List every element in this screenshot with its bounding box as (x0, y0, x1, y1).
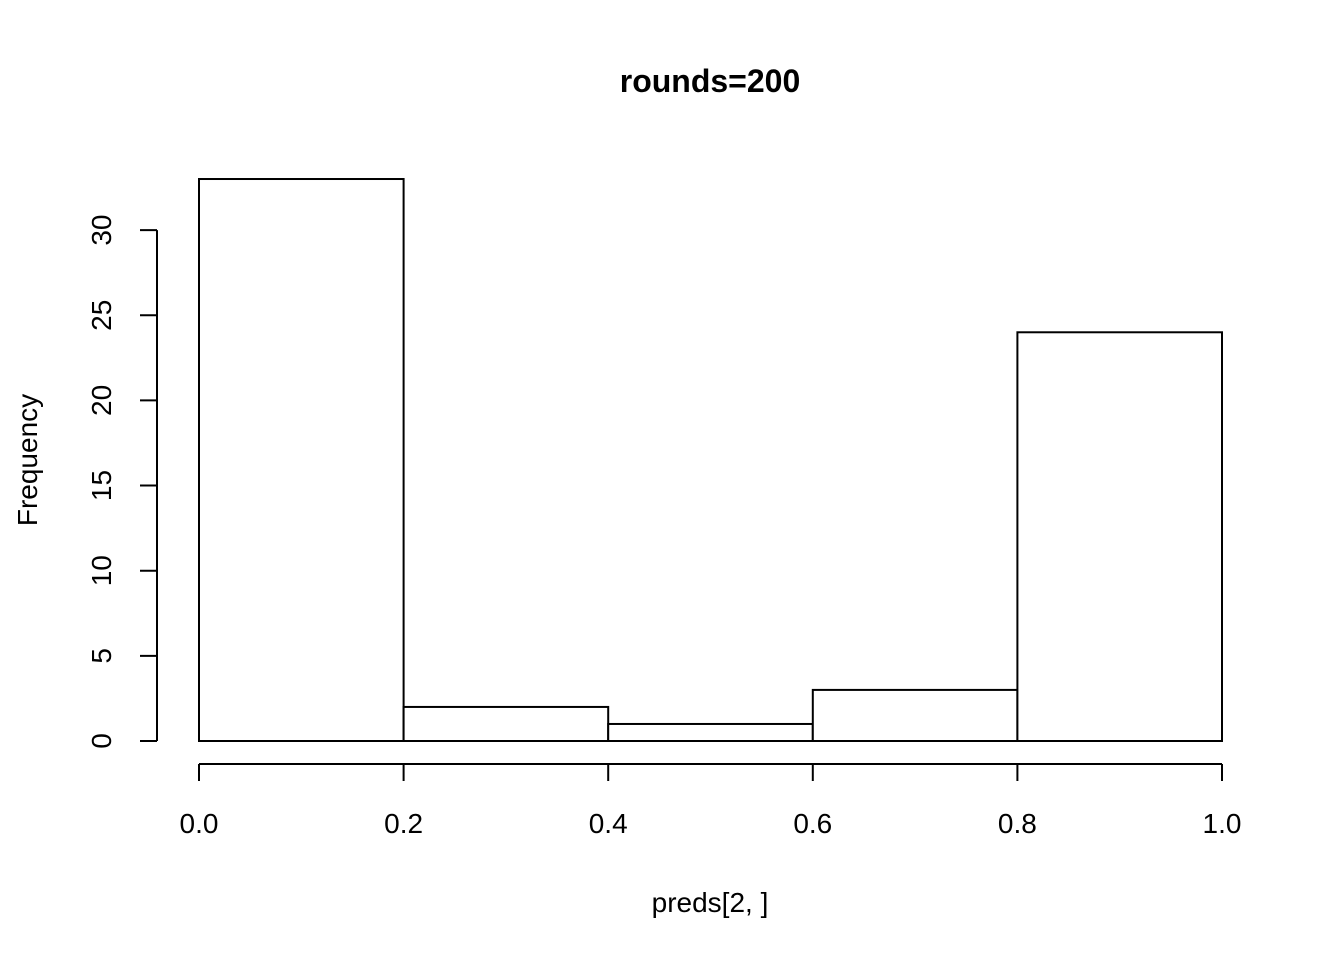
histogram-bar-0 (198, 178, 405, 742)
y-tick-label-0: 0 (86, 733, 117, 749)
y-tick-label-1: 5 (86, 648, 117, 664)
x-tick-label-4: 0.8 (998, 808, 1037, 839)
x-tick-label-5: 1.0 (1203, 808, 1242, 839)
y-axis: 0 5 10 15 20 25 30 (86, 215, 158, 749)
x-tick-label-0: 0.0 (180, 808, 219, 839)
histogram-bar-2 (607, 722, 814, 742)
y-tick-label-6: 30 (86, 215, 117, 246)
y-tick-label-2: 10 (86, 555, 117, 586)
x-tick-label-1: 0.2 (384, 808, 423, 839)
histogram-bar-4 (1016, 331, 1224, 742)
histogram-bar-3 (811, 688, 1019, 742)
x-tick-label-2: 0.4 (589, 808, 628, 839)
x-axis-label: preds[2, ] (652, 887, 769, 918)
y-tick-label-4: 20 (86, 385, 117, 416)
y-axis-label: Frequency (12, 394, 43, 526)
histogram-bar-1 (402, 705, 610, 743)
y-tick-label-3: 15 (86, 470, 117, 501)
y-tick-label-5: 25 (86, 300, 117, 331)
x-tick-label-3: 0.6 (793, 808, 832, 839)
x-axis: 0.0 0.2 0.4 0.6 0.8 1.0 (180, 763, 1242, 839)
chart-title: rounds=200 (620, 63, 801, 99)
bars-group (198, 178, 1224, 743)
